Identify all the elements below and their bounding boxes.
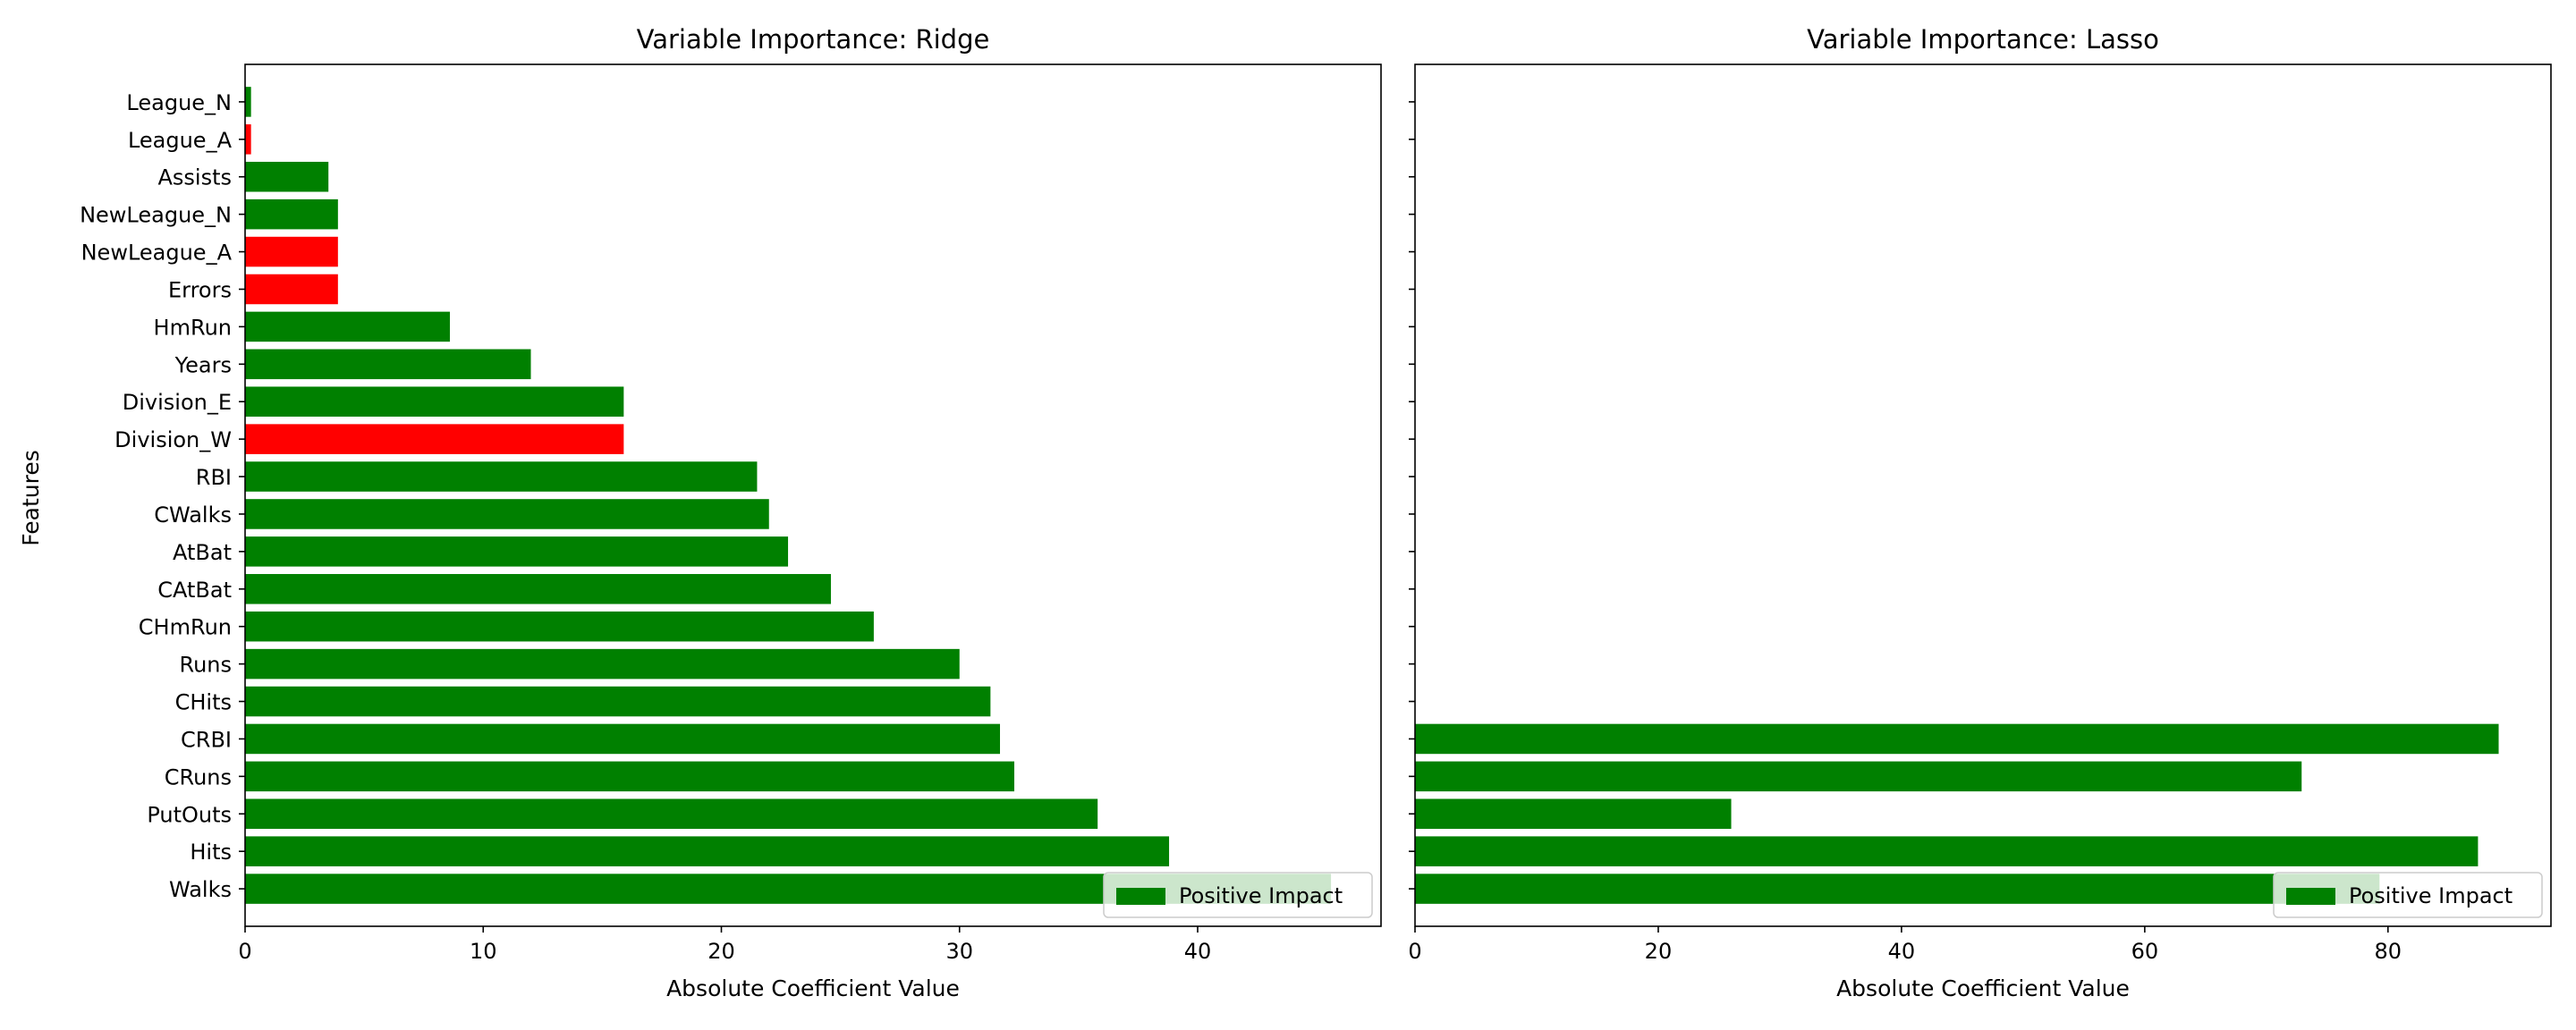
ridge-bar-league_n [245,87,251,117]
lasso-axes-frame [1414,63,2552,927]
ridge-bar-runs [245,648,960,680]
ridge-bar-hits [245,836,1170,866]
lasso-legend: Positive Impact [2273,872,2543,918]
lasso-xtick-label: 20 [1645,939,1673,964]
ridge-bar-hmrun [245,311,450,342]
lasso-panel: 0 20 40 60 80 Variable Importance: Lasso Absol… [1408,24,2552,1001]
ridge-legend: Positive Impact [1103,872,1373,918]
ridge-ytick-label: NewLeague_A [81,241,233,266]
ridge-ytick-label: CRuns [165,764,232,789]
ridge-bar-chits [245,686,991,717]
ridge-ytick-label: RBI [196,465,232,490]
ridge-ytick-label: CWalks [154,502,232,528]
lasso-bar-putouts [1415,798,1732,830]
lasso-xtick-label: 80 [2375,939,2402,964]
ridge-ytick-label: Years [174,352,232,377]
ridge-legend-box [1103,872,1373,918]
ridge-ytick-label: Walks [169,877,232,902]
ridge-ytick-label: AtBat [173,540,232,565]
lasso-legend-label: Positive Impact [2349,883,2512,908]
lasso-chart-title: Variable Importance: Lasso [1807,24,2159,55]
ridge-bar-atbat [245,536,789,567]
ridge-ytick-label: CHmRun [139,615,232,640]
figure-ylabel: Features [18,450,44,546]
ridge-bar-cwalks [245,499,769,529]
ridge-bar-division_w [245,424,624,454]
lasso-xaxis-label: Absolute Coefficient Value [1836,975,2130,1001]
ridge-legend-swatch [1116,888,1165,905]
ridge-xaxis-label: Absolute Coefficient Value [666,975,960,1001]
ridge-xtick-label: 10 [470,939,497,964]
ridge-ytick-label: League_N [126,90,232,115]
ridge-xtick-label: 0 [238,939,251,964]
ridge-ytick-label: CHits [175,690,232,715]
ridge-ytick-label: CAtBat [157,578,232,603]
ridge-bar-errors [245,274,338,305]
ridge-ytick-label: HmRun [154,315,232,340]
ridge-bar-catbat [245,574,831,604]
lasso-legend-box [2273,872,2543,918]
lasso-xtick-label: 0 [1408,939,1421,964]
ridge-bar-chmrun [245,611,874,642]
ridge-ytick-label: Division_E [123,390,232,415]
ridge-ytick-label: Runs [179,653,232,678]
ridge-ytick-label: Hits [190,840,232,865]
ridge-bar-putouts [245,798,1098,830]
ridge-legend-label: Positive Impact [1179,883,1343,908]
ridge-xtick-label: 20 [708,939,735,964]
ridge-xtick-label: 30 [945,939,973,964]
ridge-ytick-label: League_A [128,128,233,153]
ridge-bar-assists [245,161,329,192]
lasso-legend-swatch [2286,888,2335,905]
ridge-ytick-label: Division_W [114,427,232,452]
lasso-bar-walks [1415,874,2380,904]
ridge-ytick-label: NewLeague_N [80,203,232,228]
ridge-bar-newleague_a [245,236,338,267]
lasso-xtick-label: 60 [2131,939,2159,964]
ridge-bar-years [245,349,531,380]
lasso-bar-hits [1415,836,2479,866]
ridge-xtick-label: 40 [1184,939,1212,964]
ridge-ytick-label: Errors [168,277,232,302]
lasso-bar-crbi [1415,723,2499,755]
lasso-bar-cruns [1415,761,2302,792]
ridge-panel: Walks Hits PutOuts CRuns CRBI CHits Runs CHmRun… [80,24,1382,1001]
ridge-chart-title: Variable Importance: Ridge [637,24,990,55]
ridge-bar-crbi [245,723,1001,755]
ridge-bar-league_a [245,124,251,155]
ridge-ytick-label: CRBI [181,727,232,752]
ridge-bar-rbi [245,461,758,492]
lasso-xtick-label: 40 [1888,939,1916,964]
ridge-bar-cruns [245,761,1014,792]
ridge-ytick-label: Assists [157,165,232,190]
ridge-ytick-label: PutOuts [147,802,232,827]
ridge-bar-newleague_n [245,198,338,230]
ridge-axes-frame [244,63,1382,927]
ridge-bar-division_e [245,386,624,417]
